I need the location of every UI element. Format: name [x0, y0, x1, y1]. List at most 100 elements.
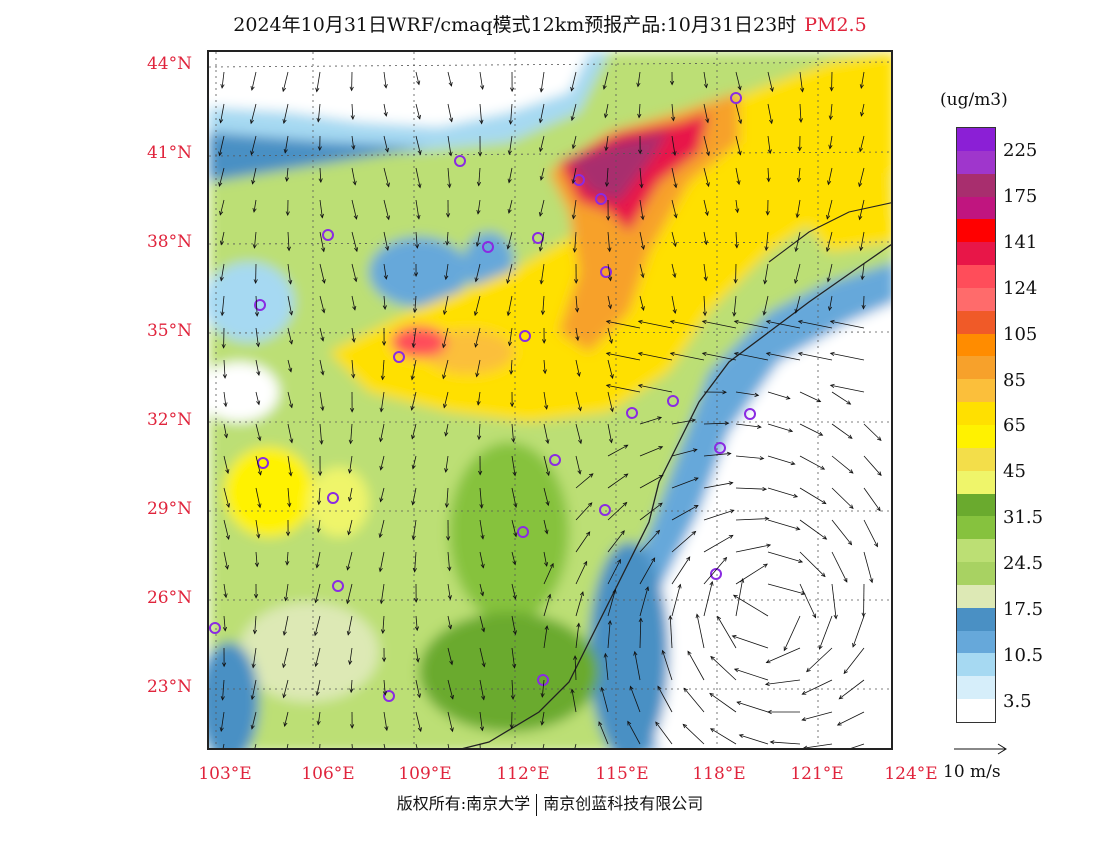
wind-vector — [607, 327, 613, 344]
wind-vector-head — [283, 148, 288, 154]
wind-vector-head — [223, 402, 228, 408]
wind-vector-head — [286, 246, 291, 252]
wind-vector — [735, 518, 769, 521]
wind-vector-head — [798, 118, 803, 123]
colorbar-swatch — [957, 356, 995, 380]
wind-vector-head — [447, 566, 452, 572]
wind-vector — [827, 167, 833, 185]
wind-vector-head — [257, 470, 262, 476]
wind-vector-head — [508, 120, 513, 125]
wind-vector-head — [353, 277, 358, 283]
colorbar-swatch — [957, 607, 995, 631]
wind-vector — [703, 199, 708, 216]
wind-vector — [798, 167, 801, 182]
wind-vector — [447, 167, 451, 188]
wind-vector — [799, 455, 825, 470]
wind-vector — [255, 551, 258, 567]
wind-vector-head — [477, 435, 482, 441]
wind-vector-head — [693, 505, 699, 509]
wind-vector — [859, 199, 865, 220]
wind-vector — [819, 615, 833, 650]
lon-label-103e: 103°E — [198, 764, 252, 784]
wind-vector — [287, 231, 290, 251]
colorbar-label: 124 — [1003, 278, 1038, 299]
wind-vector-head — [219, 276, 224, 282]
wind-vector-head — [411, 342, 416, 348]
wind-vector-head — [658, 502, 663, 507]
wind-vector — [799, 583, 816, 618]
wind-vector — [380, 455, 385, 470]
wind-vector-head — [252, 629, 258, 635]
wind-vector-head — [765, 319, 771, 324]
wind-vector — [543, 594, 551, 617]
wind-vector — [443, 391, 449, 408]
wind-vector — [315, 583, 321, 603]
wind-vector-head — [249, 119, 254, 125]
wind-vector — [575, 502, 593, 521]
wind-vector — [287, 487, 290, 507]
wind-vector-head — [858, 215, 863, 221]
wind-vector — [733, 594, 769, 617]
colorbar-label: 24.5 — [1003, 553, 1044, 574]
wind-vector — [671, 584, 681, 617]
wind-vector-head — [709, 580, 714, 586]
wind-vector — [766, 352, 801, 361]
wind-vector-head — [637, 113, 642, 119]
lat-label-35n: 35°N — [146, 321, 192, 341]
wind-vector-head — [797, 351, 803, 356]
wind-vector-head — [282, 663, 287, 669]
wind-vector — [662, 650, 673, 681]
wind-vector-head — [411, 500, 416, 506]
wind-vector — [351, 359, 354, 378]
wind-vector-head — [410, 406, 415, 411]
colorbar-swatch — [957, 287, 995, 311]
wind-vector — [220, 231, 225, 245]
lat-label-41n: 41°N — [146, 143, 192, 163]
wind-vector — [603, 71, 609, 90]
wind-vector — [445, 263, 449, 280]
wind-vector-head — [640, 306, 645, 312]
wind-vector-head — [481, 695, 486, 701]
wind-vector-head — [838, 695, 844, 700]
colorbar-swatch — [957, 699, 995, 722]
wind-vector — [733, 295, 737, 316]
wind-vector-head — [320, 336, 325, 342]
wind-vector — [737, 701, 769, 713]
wind-vector — [607, 559, 621, 585]
wind-vector — [795, 295, 801, 313]
wind-vector-head — [829, 383, 835, 388]
colorbar-swatch — [957, 333, 995, 357]
wind-vector — [831, 455, 854, 474]
wind-vector — [863, 519, 878, 547]
wind-vector-head — [543, 562, 549, 567]
wind-vector — [250, 103, 257, 124]
wind-vector — [607, 231, 611, 252]
wind-vector-head — [722, 556, 728, 562]
wind-vector — [447, 711, 453, 732]
wind-vector-head — [827, 306, 833, 312]
colorbar-swatch — [957, 562, 995, 585]
wind-vector — [383, 103, 387, 116]
wind-vectors — [218, 71, 882, 748]
wind-vector — [575, 623, 580, 649]
magenta-core — [569, 132, 669, 202]
wind-vector-head — [381, 657, 387, 663]
wind-vector-head — [252, 208, 257, 213]
wind-vector-head — [762, 310, 767, 316]
wind-vector — [767, 519, 800, 530]
southeast-coast-blue — [589, 542, 669, 748]
wind-vector — [447, 743, 450, 748]
wind-vector — [351, 135, 355, 150]
wind-vector — [703, 167, 710, 187]
wind-vector-head — [605, 319, 611, 324]
wind-vector — [478, 423, 481, 440]
lon-label-118e: 118°E — [692, 764, 746, 784]
wind-vector-head — [416, 214, 421, 220]
wind-vector — [223, 551, 228, 570]
title-pollutant: PM2.5 — [804, 14, 867, 36]
wind-vector — [415, 103, 421, 119]
wind-vector-head — [446, 536, 451, 541]
wind-vector-head — [833, 614, 838, 620]
wind-vector-head — [225, 535, 230, 540]
wind-vector-head — [538, 246, 543, 252]
